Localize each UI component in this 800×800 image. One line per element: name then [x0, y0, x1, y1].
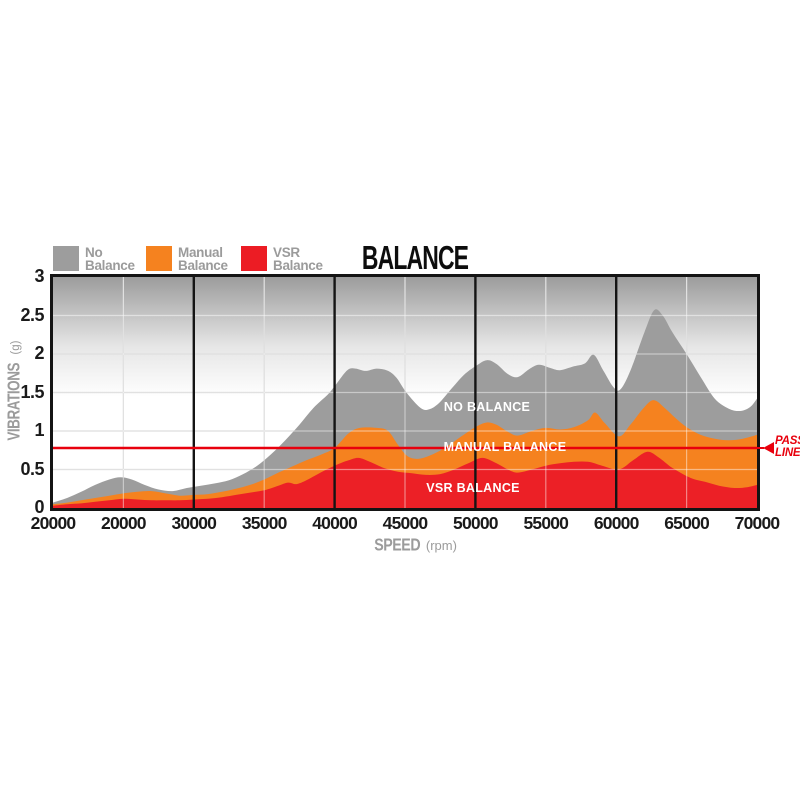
x-tick-20000b: 20000 — [101, 513, 146, 533]
region-label-manual-balance: MANUAL BALANCE — [443, 440, 567, 454]
pass-line-label: PASS LINE — [775, 435, 800, 459]
x-axis-unit: (rpm) — [425, 538, 457, 553]
y-tick-2: 2 — [34, 343, 44, 363]
x-tick-65000: 65000 — [664, 513, 709, 533]
legend-swatch-vsr-balance — [241, 246, 267, 271]
pass-line-label-line1: PASS — [775, 435, 800, 447]
legend-label-manual-balance: Manual Balance — [178, 245, 228, 273]
y-axis-title: VIBRATIONS (g) — [4, 313, 26, 473]
y-tick-3: 3 — [34, 266, 44, 286]
y-tick-2-5: 2.5 — [20, 304, 44, 325]
x-tick-60000: 60000 — [593, 513, 639, 533]
region-label-no-balance: NO BALANCE — [443, 400, 531, 414]
pass-line-label-line2: LINE — [775, 446, 800, 459]
y-tick-1: 1 — [34, 420, 44, 440]
y-tick-1-5: 1.5 — [20, 381, 44, 402]
x-tick-45000: 45000 — [382, 513, 428, 533]
plot-svg — [53, 277, 757, 508]
x-tick-35000: 35000 — [241, 513, 287, 533]
y-tick-0: 0 — [34, 497, 44, 517]
x-tick-40000: 40000 — [312, 513, 357, 533]
x-tick-55000: 55000 — [523, 513, 569, 533]
y-axis-title-text: VIBRATIONS — [4, 363, 25, 442]
x-tick-20000a: 20000 — [30, 513, 76, 533]
pass-line-arrow-icon — [763, 442, 774, 454]
legend-label-vsr-balance: VSR Balance — [273, 245, 323, 273]
x-tick-30000: 30000 — [171, 513, 217, 533]
legend-swatch-no-balance — [53, 246, 79, 271]
x-axis-title: SPEED (rpm) — [300, 535, 530, 556]
x-tick-70000: 70000 — [734, 513, 780, 533]
x-tick-50000: 50000 — [453, 513, 498, 533]
x-axis-title-text: SPEED — [374, 535, 421, 556]
legend-label-no-balance: No Balance — [85, 245, 135, 273]
chart-title: BALANCE — [361, 239, 469, 277]
y-axis-unit: (g) — [10, 340, 22, 355]
legend-swatch-manual-balance — [146, 246, 172, 271]
region-label-vsr-balance: VSR BALANCE — [426, 481, 520, 495]
area-vsr-balance — [53, 451, 757, 508]
y-tick-0-5: 0.5 — [20, 458, 44, 479]
